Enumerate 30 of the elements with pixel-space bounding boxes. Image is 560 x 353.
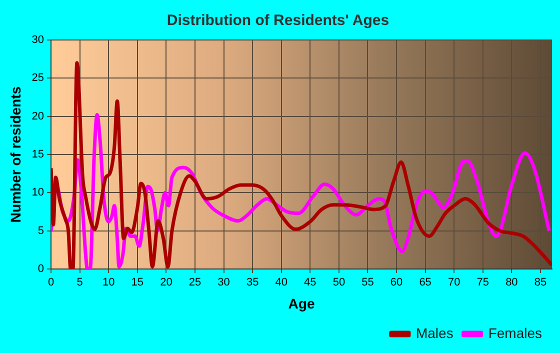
x-tick-label: 5 — [76, 276, 83, 289]
x-tick-label: 50 — [332, 276, 346, 289]
x-tick-label: 60 — [390, 276, 403, 289]
x-tick-label: 40 — [275, 276, 288, 289]
y-axis-title: Number of residents — [7, 86, 24, 223]
x-tick-label: 70 — [448, 276, 460, 289]
y-tick-label: 15 — [32, 148, 44, 161]
y-tick-label: 10 — [32, 186, 44, 199]
x-axis-title: Age — [288, 295, 315, 312]
x-tick-label: 80 — [506, 276, 518, 289]
x-tick-label: 65 — [419, 276, 432, 289]
x-tick-label: 75 — [476, 276, 490, 289]
x-tick-label: 85 — [534, 276, 547, 289]
x-tick-label: 55 — [362, 276, 374, 289]
x-tick-label: 25 — [188, 276, 202, 289]
x-tick-label: 35 — [246, 276, 259, 289]
y-tick-label: 20 — [32, 110, 44, 122]
x-tick-label: 10 — [102, 276, 115, 289]
x-tick-label: 0 — [48, 276, 54, 289]
x-tick-label: 45 — [304, 276, 316, 289]
x-tick-label: 15 — [131, 276, 144, 289]
x-tick-label: 20 — [160, 276, 172, 289]
y-tick-label: 0 — [38, 263, 44, 276]
legend-label: Males — [416, 324, 454, 341]
y-tick-label: 25 — [32, 72, 44, 84]
chart-title: Distribution of Residents' Ages — [166, 12, 390, 30]
y-tick-label: 5 — [38, 224, 44, 237]
y-tick-label: 30 — [32, 34, 44, 46]
legend-label: Females — [488, 324, 542, 341]
x-tick-label: 30 — [218, 276, 230, 289]
